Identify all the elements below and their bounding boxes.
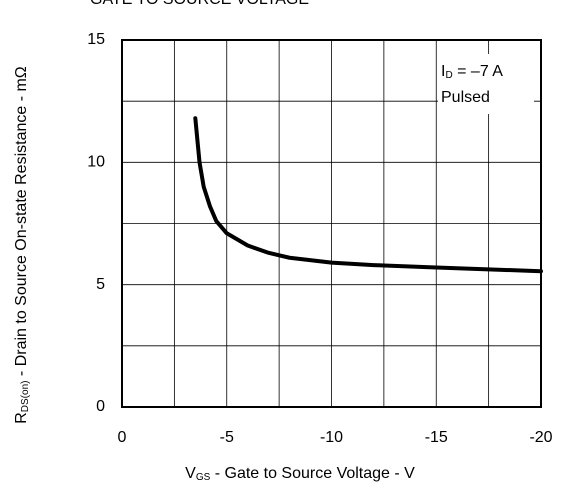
- y-label-symbol: R: [13, 412, 30, 424]
- plot-frame: [121, 39, 542, 408]
- annotation-text: = –7 A: [453, 63, 504, 80]
- annotation-background: [438, 54, 534, 114]
- chart-title: GATE TO SOURCE VOLTAGE: [90, 0, 309, 8]
- x-tick-label: 0: [118, 429, 127, 446]
- y-label-text: - Drain to Source On-state Resistance - …: [13, 66, 30, 380]
- y-label-subscript: DS(on): [20, 381, 31, 413]
- y-tick-label: 0: [96, 398, 105, 415]
- annotation: ID = –7 A: [441, 63, 503, 80]
- x-label-symbol: V: [185, 465, 196, 482]
- y-tick-label: 15: [87, 31, 105, 48]
- annotation-symbol: I: [441, 63, 445, 80]
- y-tick-label: 5: [96, 276, 105, 293]
- x-axis-label: VGS - Gate to Source Voltage - V: [185, 465, 415, 482]
- x-tick-label: -5: [220, 429, 234, 446]
- y-axis-label: RDS(on) - Drain to Source On-state Resis…: [13, 66, 30, 424]
- x-label-subscript: GS: [196, 472, 211, 483]
- x-tick-label: -15: [425, 429, 448, 446]
- y-tick-label: 10: [87, 154, 105, 171]
- x-tick-label: -20: [529, 429, 552, 446]
- annotation: Pulsed: [441, 89, 490, 106]
- curve: [193, 116, 543, 274]
- x-label-text: - Gate to Source Voltage - V: [210, 465, 415, 482]
- x-tick-label: -10: [320, 429, 343, 446]
- annotation-subscript: D: [445, 70, 452, 81]
